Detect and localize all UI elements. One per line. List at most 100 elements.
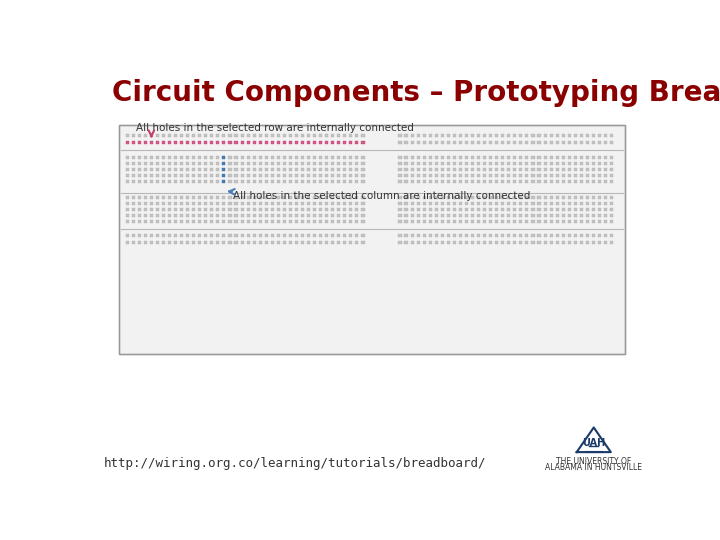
Bar xyxy=(144,180,147,183)
Bar xyxy=(331,234,334,237)
Bar xyxy=(186,161,189,165)
Bar xyxy=(265,180,268,183)
Bar xyxy=(349,161,352,165)
Bar xyxy=(398,174,402,177)
Bar xyxy=(526,234,528,237)
Bar xyxy=(216,241,220,244)
Bar xyxy=(477,141,480,144)
Bar xyxy=(501,156,504,159)
Bar xyxy=(186,234,189,237)
Bar xyxy=(405,208,408,211)
Bar xyxy=(398,195,402,199)
Bar xyxy=(544,214,546,217)
Bar xyxy=(138,134,141,137)
Bar xyxy=(604,220,607,223)
Bar xyxy=(120,125,625,354)
Bar xyxy=(192,234,195,237)
Bar xyxy=(501,195,504,199)
Bar xyxy=(301,141,304,144)
Bar xyxy=(210,180,213,183)
Bar xyxy=(513,208,516,211)
Bar xyxy=(435,220,438,223)
Bar xyxy=(138,202,141,205)
Bar xyxy=(441,161,444,165)
Bar xyxy=(198,202,202,205)
Bar xyxy=(428,134,432,137)
Bar xyxy=(477,202,480,205)
Bar xyxy=(210,202,213,205)
Bar xyxy=(574,202,577,205)
Bar xyxy=(204,234,207,237)
Bar xyxy=(610,174,613,177)
Bar xyxy=(489,174,492,177)
Bar xyxy=(580,195,583,199)
Bar xyxy=(325,161,328,165)
Bar xyxy=(228,168,232,171)
Bar xyxy=(598,202,601,205)
Bar xyxy=(483,214,486,217)
Bar xyxy=(465,168,468,171)
Bar xyxy=(483,195,486,199)
Bar xyxy=(144,208,147,211)
Bar xyxy=(495,174,498,177)
Text: ALABAMA IN HUNTSVILLE: ALABAMA IN HUNTSVILLE xyxy=(545,463,642,472)
Bar xyxy=(483,156,486,159)
Bar xyxy=(423,202,426,205)
Bar xyxy=(453,156,456,159)
Bar xyxy=(319,208,322,211)
Bar xyxy=(519,180,523,183)
Bar xyxy=(235,134,238,137)
Bar xyxy=(126,195,129,199)
Bar xyxy=(459,134,462,137)
Bar xyxy=(477,220,480,223)
Bar xyxy=(356,202,359,205)
Bar xyxy=(562,208,564,211)
Bar xyxy=(562,156,564,159)
Bar xyxy=(156,208,159,211)
Bar xyxy=(538,202,541,205)
Bar xyxy=(586,220,589,223)
Bar xyxy=(271,168,274,171)
Bar xyxy=(526,241,528,244)
Bar xyxy=(228,180,232,183)
Bar xyxy=(604,208,607,211)
Bar xyxy=(423,174,426,177)
Bar xyxy=(283,168,286,171)
Bar xyxy=(544,195,546,199)
Bar xyxy=(556,174,559,177)
Bar xyxy=(508,134,510,137)
Bar xyxy=(495,141,498,144)
Bar xyxy=(580,174,583,177)
Bar xyxy=(313,141,316,144)
Bar xyxy=(180,234,183,237)
Bar xyxy=(435,141,438,144)
Bar xyxy=(508,161,510,165)
Bar xyxy=(246,195,250,199)
Bar xyxy=(198,156,202,159)
Bar xyxy=(574,156,577,159)
Bar xyxy=(410,241,414,244)
Bar xyxy=(132,168,135,171)
Bar xyxy=(574,174,577,177)
Bar xyxy=(471,241,474,244)
Bar xyxy=(405,141,408,144)
Bar xyxy=(495,195,498,199)
Bar xyxy=(501,141,504,144)
Bar xyxy=(428,161,432,165)
Bar xyxy=(283,195,286,199)
Bar xyxy=(210,234,213,237)
Bar xyxy=(489,202,492,205)
Bar xyxy=(349,234,352,237)
Bar xyxy=(459,214,462,217)
Bar xyxy=(586,202,589,205)
Bar xyxy=(150,234,153,237)
Bar xyxy=(574,214,577,217)
Bar xyxy=(447,174,450,177)
Bar xyxy=(398,202,402,205)
Bar xyxy=(144,234,147,237)
Bar xyxy=(216,220,220,223)
Bar xyxy=(222,168,225,171)
Bar xyxy=(258,202,262,205)
Bar xyxy=(210,156,213,159)
Bar xyxy=(283,234,286,237)
